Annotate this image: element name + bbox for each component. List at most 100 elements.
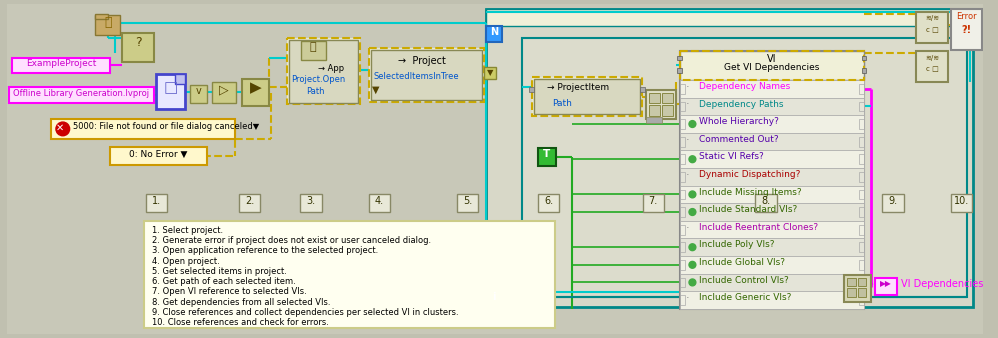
Text: ▶: ▶ <box>250 80 261 95</box>
Text: ?!: ?! <box>961 25 971 35</box>
Bar <box>680 277 685 287</box>
Bar <box>144 221 555 328</box>
Text: ▶▶: ▶▶ <box>880 280 892 288</box>
Bar <box>680 242 685 252</box>
Bar <box>680 260 685 270</box>
Text: 2. Generate error if project does not exist or user canceled dialog.: 2. Generate error if project does not ex… <box>152 236 431 245</box>
Text: i: i <box>492 292 496 302</box>
Text: Include Reentrant Clones?: Include Reentrant Clones? <box>700 223 818 232</box>
Bar <box>9 87 154 102</box>
Bar <box>522 38 967 297</box>
Bar <box>680 225 685 235</box>
Text: 10.: 10. <box>954 196 969 207</box>
Bar <box>875 277 897 295</box>
Circle shape <box>689 244 696 251</box>
Bar <box>858 84 863 94</box>
Bar <box>858 172 863 182</box>
Text: 6.: 6. <box>544 196 553 207</box>
Text: Include Control VIs?: Include Control VIs? <box>700 275 789 285</box>
Circle shape <box>689 261 696 268</box>
Text: → ProjectItem: → ProjectItem <box>547 83 609 92</box>
Bar <box>755 194 776 212</box>
Circle shape <box>689 191 696 198</box>
Bar <box>680 291 863 309</box>
Text: 5. Get selected items in project.: 5. Get selected items in project. <box>152 267 286 276</box>
Bar <box>680 119 685 129</box>
Text: Get VI Dependencies: Get VI Dependencies <box>724 64 819 72</box>
Text: 📷: 📷 <box>309 42 316 52</box>
Bar <box>858 101 863 111</box>
Text: ·: · <box>686 170 690 180</box>
Bar <box>950 194 972 212</box>
Text: ·: · <box>686 82 690 92</box>
Bar <box>95 16 121 35</box>
Bar <box>680 190 685 199</box>
Bar <box>213 82 236 103</box>
Text: 9.: 9. <box>888 196 897 207</box>
Text: ≋/≋: ≋/≋ <box>925 16 939 22</box>
Bar <box>538 148 556 166</box>
Text: Commented Out?: Commented Out? <box>700 135 778 144</box>
Text: ·: · <box>686 135 690 145</box>
Bar <box>858 242 863 252</box>
Text: □: □ <box>163 80 178 95</box>
Text: ExampleProject: ExampleProject <box>26 59 96 69</box>
Bar <box>680 51 863 309</box>
Bar <box>916 11 948 43</box>
Bar <box>858 260 863 270</box>
Bar <box>680 207 685 217</box>
Bar <box>486 9 973 26</box>
Bar <box>858 225 863 235</box>
Bar <box>288 40 358 102</box>
Bar <box>857 277 866 286</box>
Bar <box>677 55 682 61</box>
Bar <box>123 33 154 63</box>
Bar <box>647 117 662 123</box>
Text: Dependency Paths: Dependency Paths <box>700 100 783 108</box>
Bar <box>680 274 863 291</box>
Text: 1.: 1. <box>152 196 162 207</box>
Text: v: v <box>196 86 202 96</box>
Bar <box>680 51 863 80</box>
Bar <box>858 119 863 129</box>
Bar <box>242 79 269 106</box>
Text: VI Dependencies: VI Dependencies <box>900 280 983 289</box>
Bar <box>680 115 863 133</box>
Text: ·: · <box>686 293 690 303</box>
Circle shape <box>689 121 696 127</box>
Bar <box>680 203 863 221</box>
Text: Error: Error <box>956 11 976 21</box>
Text: 3.: 3. <box>306 196 315 207</box>
Bar <box>301 41 325 61</box>
Text: Whole Hierarchy?: Whole Hierarchy? <box>700 117 779 126</box>
Text: Include Standard VIs?: Include Standard VIs? <box>700 205 797 214</box>
Bar <box>486 291 502 307</box>
Text: 10. Close references and check for errors.: 10. Close references and check for error… <box>152 318 328 327</box>
Text: ?: ? <box>135 36 142 49</box>
Text: T: T <box>543 149 550 160</box>
Text: Dynamic Dispatching?: Dynamic Dispatching? <box>700 170 800 179</box>
Bar <box>534 79 640 114</box>
Text: 7.: 7. <box>649 196 658 207</box>
Bar <box>858 277 863 287</box>
Text: Include Global VIs?: Include Global VIs? <box>700 258 785 267</box>
Bar <box>677 68 682 73</box>
Text: Include Generic VIs?: Include Generic VIs? <box>700 293 791 302</box>
Bar <box>858 137 863 146</box>
Text: 🗀: 🗀 <box>104 17 112 29</box>
Bar <box>529 87 534 92</box>
Text: 2.: 2. <box>245 196 254 207</box>
Bar <box>857 288 866 297</box>
Bar <box>647 90 676 119</box>
Bar <box>190 85 208 102</box>
Bar <box>484 67 496 79</box>
Text: c □: c □ <box>925 66 938 72</box>
Bar <box>847 277 855 286</box>
Text: c □: c □ <box>925 27 938 33</box>
Bar <box>680 150 863 168</box>
Text: Include Missing Items?: Include Missing Items? <box>700 188 801 197</box>
Bar <box>680 295 685 305</box>
Bar <box>51 119 235 139</box>
Text: Offline Library Generation.lvproj: Offline Library Generation.lvproj <box>13 89 150 98</box>
Bar <box>369 48 484 101</box>
